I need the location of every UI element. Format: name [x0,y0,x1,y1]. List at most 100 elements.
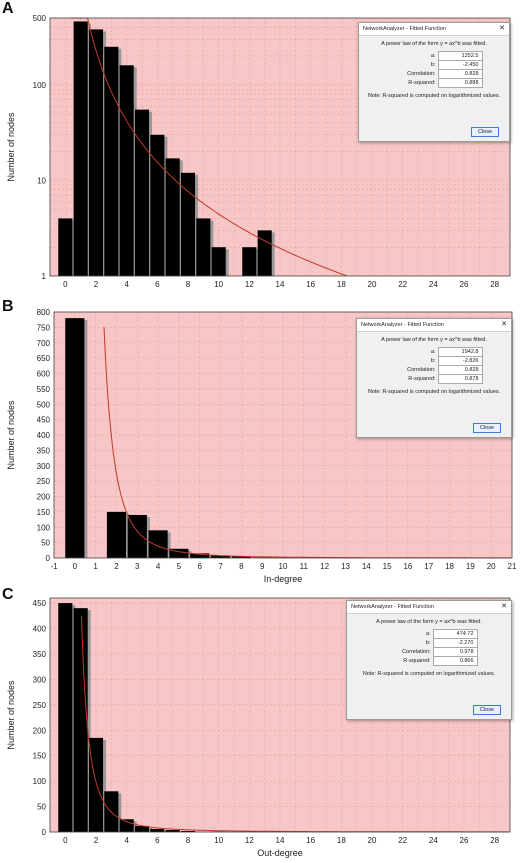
dialog-row: a:1942.8 [386,348,483,357]
bar [150,829,164,832]
x-tick-label: 6 [198,562,203,571]
y-tick-label: 1 [42,272,47,281]
dialog-formula: A power law of the form y = ax^b was fit… [359,41,509,47]
bar [65,318,84,558]
y-tick-label: 400 [33,625,47,634]
x-tick-label: 7 [218,562,223,571]
x-tick-label: 11 [300,562,309,571]
x-tick-label: 6 [155,280,160,289]
dialog-title: NetworkAnalyzer - Fitted Function [361,322,444,328]
x-tick-label: 16 [306,280,315,289]
x-tick-label: 13 [341,562,350,571]
close-icon[interactable]: ✕ [499,23,505,35]
y-tick-label: 250 [33,701,47,710]
x-tick-label: 12 [245,280,254,289]
x-axis-label: Out-degree [257,848,303,858]
y-tick-label: 100 [33,81,47,90]
dialog-formula: A power law of the form y = ax^b was fit… [347,619,511,625]
x-tick-label: 4 [156,562,161,571]
x-tick-label: 14 [276,836,285,845]
dialog-note: Note: R-squared is computed on logarithm… [347,671,511,677]
x-tick-label: 10 [214,836,223,845]
dialog-row: a:1252.5 [386,52,483,61]
dialog-note: Note: R-squared is computed on logarithm… [359,93,509,99]
x-tick-label: 0 [63,836,68,845]
bar [258,230,272,276]
dialog-title: NetworkAnalyzer - Fitted Function [351,604,434,610]
fitted-function-dialog[interactable]: NetworkAnalyzer - Fitted Function ✕ A po… [358,22,510,142]
row-label: Correlation: [386,366,439,375]
row-value: 0.978 [433,648,477,657]
close-button[interactable]: Close [471,127,499,137]
bar [135,110,149,276]
y-tick-label: 750 [37,323,51,332]
row-label: a: [386,348,439,357]
bar [181,173,195,276]
x-tick-label: 22 [398,280,407,289]
x-tick-label: 4 [124,836,129,845]
row-label: R-squared: [386,375,439,384]
y-tick-label: 650 [37,354,51,363]
row-label: a: [381,630,434,639]
row-value: 1252.5 [438,52,482,61]
bar [74,21,88,276]
row-label: b: [381,639,434,648]
y-tick-label: 500 [33,14,47,23]
dialog-row: R-squared:0.888 [386,79,483,88]
dialog-row: R-squared:0.878 [386,375,483,384]
row-label: R-squared: [386,79,439,88]
y-tick-label: 700 [37,339,51,348]
y-tick-label: 300 [37,462,51,471]
fitted-function-dialog[interactable]: NetworkAnalyzer - Fitted Function ✕ A po… [346,600,512,720]
dialog-row: b:-2.450 [386,61,483,70]
x-tick-label: 18 [445,562,454,571]
x-tick-label: 8 [186,280,191,289]
x-tick-label: 18 [337,836,346,845]
row-label: b: [386,357,439,366]
y-tick-label: 450 [37,416,51,425]
x-tick-label: 15 [383,562,392,571]
y-tick-label: 100 [37,523,51,532]
close-icon[interactable]: ✕ [501,601,507,613]
dialog-title-bar: NetworkAnalyzer - Fitted Function ✕ [347,601,511,614]
row-value: -2.270 [433,639,477,648]
panel-letter: C [2,586,14,604]
bar [196,218,210,276]
y-tick-label: 450 [33,599,47,608]
close-icon[interactable]: ✕ [501,319,507,331]
x-tick-label: 16 [306,836,315,845]
x-tick-label: 20 [368,836,377,845]
x-tick-label: 24 [429,280,438,289]
dialog-row: R-squared:0.866 [381,657,478,666]
y-tick-label: 600 [37,370,51,379]
panel-a: A 1101005000246810121416182022242628Degr… [0,0,520,292]
x-tick-label: 16 [403,562,412,571]
x-tick-label: 26 [460,280,469,289]
y-tick-label: 350 [33,650,47,659]
x-tick-label: 2 [94,836,99,845]
row-label: a: [386,52,439,61]
x-tick-label: 2 [114,562,119,571]
x-tick-label: 6 [155,836,160,845]
y-tick-label: 150 [37,508,51,517]
dialog-row: b:-2.826 [386,357,483,366]
x-tick-label: 9 [260,562,265,571]
row-value: -2.826 [438,357,482,366]
close-button[interactable]: Close [473,705,501,715]
row-value: 0.866 [433,657,477,666]
dialog-row: Correlation:0.828 [386,70,483,79]
fitted-function-dialog[interactable]: NetworkAnalyzer - Fitted Function ✕ A po… [356,318,512,438]
x-tick-label: 8 [239,562,244,571]
bar [242,247,256,276]
bar [107,512,126,558]
x-tick-label: 12 [245,836,254,845]
close-button[interactable]: Close [473,423,501,433]
x-tick-label: 1 [93,562,98,571]
bar [89,738,103,832]
x-tick-label: 0 [63,280,68,289]
y-tick-label: 500 [37,400,51,409]
y-tick-label: 50 [41,539,50,548]
row-value: 0.878 [438,375,482,384]
y-axis-label: Number of nodes [6,680,16,750]
